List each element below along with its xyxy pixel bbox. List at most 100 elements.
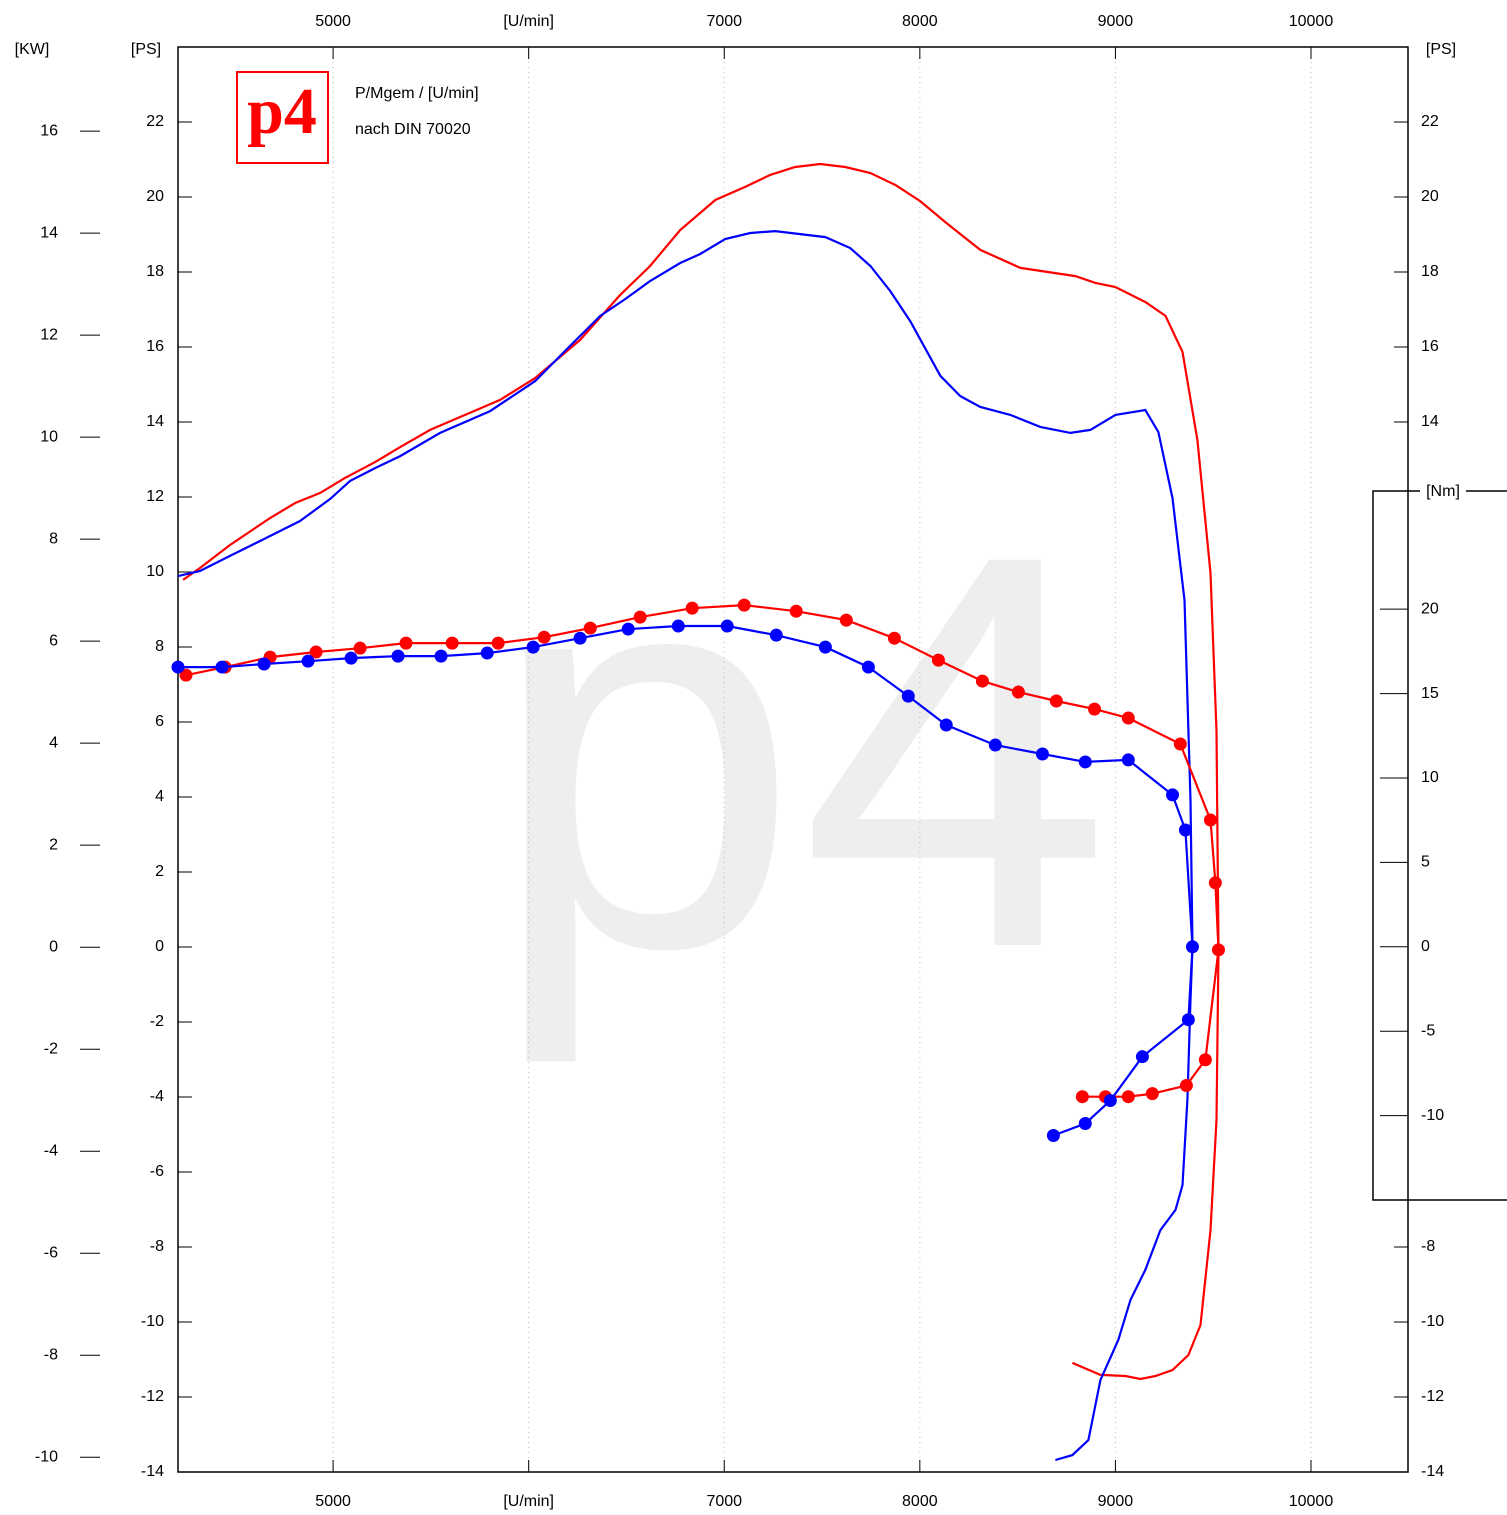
point (1185, 940, 1199, 954)
kw-tick-label: 6 (49, 632, 58, 649)
point (1203, 813, 1217, 827)
point (975, 674, 989, 688)
plot-frame (177, 46, 1409, 1473)
point (1166, 788, 1180, 802)
nm-tick-label: 0 (1421, 938, 1430, 955)
kw-tick-label: 2 (49, 836, 58, 853)
y-tick-label: 6 (155, 713, 164, 730)
kw-tick-label: -8 (44, 1346, 58, 1363)
nm-tick-label: 10 (1421, 769, 1439, 786)
curve (177, 229, 1194, 1462)
point (257, 657, 271, 671)
y-tick-label: 8 (155, 638, 164, 655)
point (179, 668, 193, 682)
point (1198, 1053, 1212, 1067)
kw-tick-label: 12 (40, 326, 58, 343)
point (434, 649, 448, 663)
point (931, 653, 945, 667)
point (491, 636, 505, 650)
x-tick-label-top: 5000 (315, 13, 351, 30)
kw-tick-label: 14 (40, 224, 58, 241)
kw-tick-label: 0 (49, 938, 58, 955)
point (399, 636, 413, 650)
kw-axis-label: [KW] (15, 41, 50, 58)
chart-subtitle: nach DIN 70020 (355, 121, 471, 138)
nm-tick-label: 5 (1421, 854, 1430, 871)
y-right-tick-label: -12 (1421, 1388, 1444, 1405)
x-tick-label-top: 8000 (902, 13, 938, 30)
point (583, 621, 597, 635)
y-tick-label: 18 (146, 263, 164, 280)
y-tick-label: -2 (150, 1013, 164, 1030)
point (573, 631, 587, 645)
y-tick-label: -6 (150, 1163, 164, 1180)
point (1179, 1079, 1193, 1093)
kw-tick-label: 10 (40, 428, 58, 445)
point (1078, 1117, 1092, 1131)
point (391, 649, 405, 663)
point (301, 654, 315, 668)
point (1103, 1094, 1117, 1108)
chart-title: P/Mgem / [U/min] (355, 85, 479, 102)
y-tick-label: -8 (150, 1238, 164, 1255)
y-right-tick-label: -14 (1421, 1463, 1444, 1480)
point (1035, 747, 1049, 761)
y-tick-label: 10 (146, 563, 164, 580)
logo-box (236, 71, 329, 164)
y-tick-label: -14 (141, 1463, 164, 1480)
point (480, 646, 494, 660)
point (1208, 876, 1222, 890)
point (1049, 694, 1063, 708)
kw-tick-label: 16 (40, 122, 58, 139)
y-right-tick-label: 16 (1421, 338, 1439, 355)
point (621, 622, 635, 636)
logo: p4 (247, 75, 317, 148)
point (769, 628, 783, 642)
nm-axis-label: [Nm] (1426, 483, 1460, 500)
y-right-tick-label: 22 (1421, 113, 1439, 130)
point (1011, 685, 1025, 699)
y-right-tick-label: 20 (1421, 188, 1439, 205)
y-tick-label: 4 (155, 788, 164, 805)
point (1078, 755, 1092, 769)
y-tick-label: 16 (146, 338, 164, 355)
y-axis-label: [PS] (131, 41, 161, 58)
point (215, 660, 229, 674)
point (720, 619, 734, 633)
y-right-tick-label: -8 (1421, 1238, 1435, 1255)
point (526, 640, 540, 654)
watermark: p4 (489, 438, 1112, 1068)
point (1121, 711, 1135, 725)
x-tick-label: 10000 (1289, 1493, 1334, 1510)
point (818, 640, 832, 654)
point (839, 613, 853, 627)
y-right-tick-label: 14 (1421, 413, 1439, 430)
curve (182, 162, 1220, 1381)
point (789, 604, 803, 618)
y-tick-label: 0 (155, 938, 164, 955)
point (988, 738, 1002, 752)
point (1181, 1013, 1195, 1027)
x-tick-label: 7000 (706, 1493, 742, 1510)
y-tick-label: 14 (146, 413, 164, 430)
point (1178, 823, 1192, 837)
x-tick-label: 5000 (315, 1493, 351, 1510)
point (309, 645, 323, 659)
y-tick-label: -12 (141, 1388, 164, 1405)
point (685, 601, 699, 615)
kw-tick-label: 8 (49, 530, 58, 547)
point (537, 630, 551, 644)
x-tick-label: [U/min] (503, 1493, 554, 1510)
point (1173, 737, 1187, 751)
point (633, 610, 647, 624)
y-right-axis-label: [PS] (1426, 41, 1456, 58)
point (171, 660, 185, 674)
nm-tick-label: -5 (1421, 1022, 1435, 1039)
curve (178, 624, 1194, 1137)
curve (185, 603, 1220, 1098)
x-tick-label-top: 10000 (1289, 13, 1334, 30)
x-tick-label: 9000 (1098, 1493, 1134, 1510)
kw-tick-label: 4 (49, 734, 58, 751)
y-right-tick-label: 18 (1421, 263, 1439, 280)
